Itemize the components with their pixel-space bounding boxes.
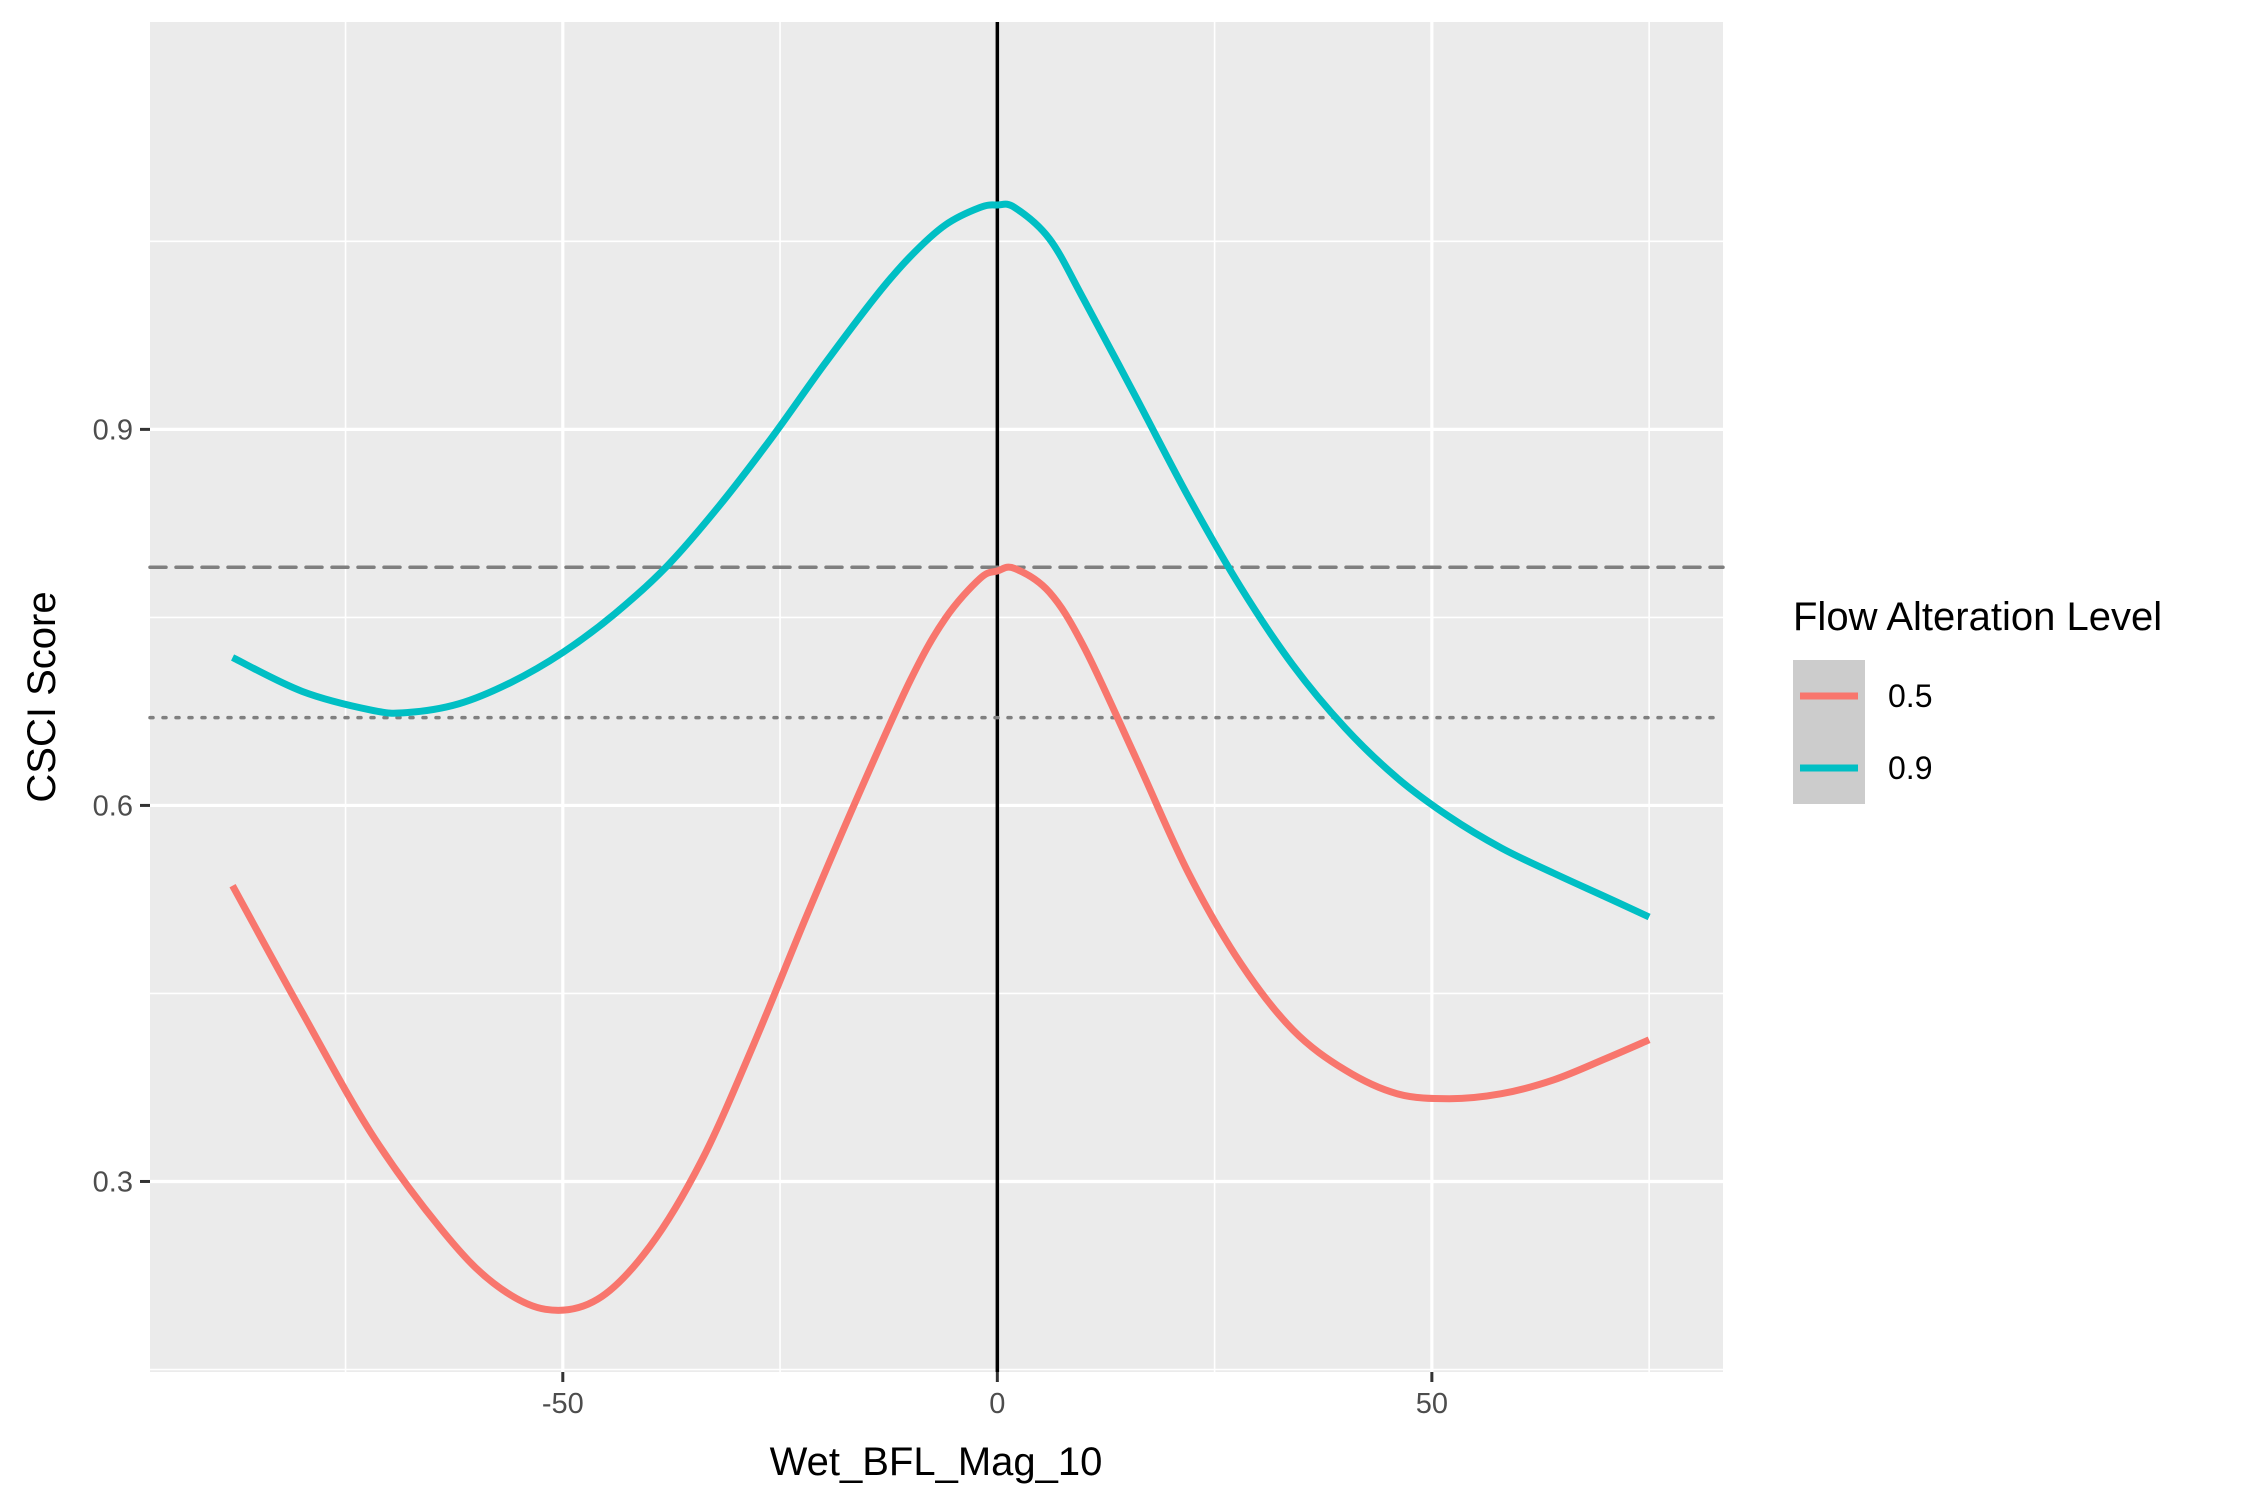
y-tick-label: 0.6 <box>93 790 133 822</box>
series-lines <box>229 200 1651 1314</box>
y-axis: 0.3 0.6 0.9 <box>93 414 150 1198</box>
y-axis-title: CSCI Score <box>20 591 64 802</box>
legend-title: Flow Alteration Level <box>1793 595 2162 639</box>
series-line-0.9 <box>231 200 1651 921</box>
y-tick-label: 0.3 <box>93 1166 133 1198</box>
legend: Flow Alteration Level 0.5 0.9 <box>1793 595 2162 804</box>
x-tick-label: 0 <box>989 1388 1005 1420</box>
x-axis: -50 0 50 <box>542 1372 1448 1420</box>
legend-label: 0.9 <box>1888 750 1932 786</box>
legend-label: 0.5 <box>1888 678 1932 714</box>
y-tick-label: 0.9 <box>93 414 133 446</box>
series-line-0.5 <box>229 563 1651 1314</box>
legend-keys: 0.5 0.9 <box>1793 660 1932 804</box>
reference-lines <box>148 22 1725 1372</box>
plot-panel <box>150 22 1723 1372</box>
x-tick-label: -50 <box>542 1388 584 1420</box>
x-tick-label: 50 <box>1416 1388 1448 1420</box>
minor-gridlines <box>150 22 1723 1372</box>
x-axis-title: Wet_BFL_Mag_10 <box>770 1440 1103 1484</box>
